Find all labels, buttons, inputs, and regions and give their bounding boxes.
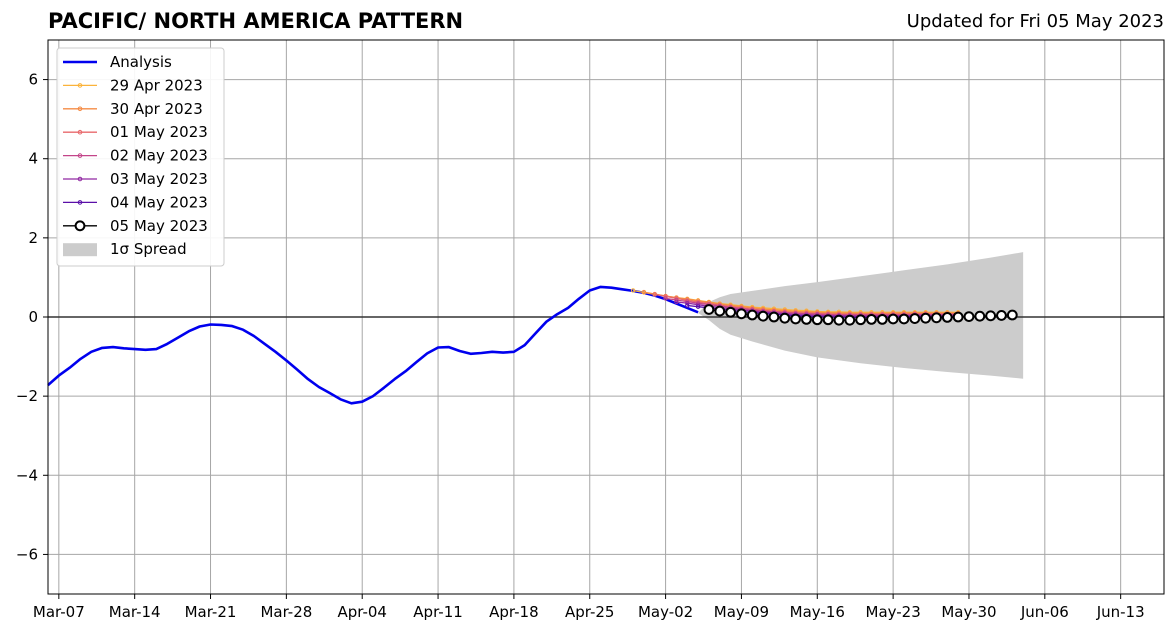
legend-label: 05 May 2023 [110,217,208,235]
y-tick-label: −2 [16,387,38,405]
data-point [931,312,942,324]
x-tick-label: Apr-18 [489,603,539,621]
data-point [746,309,758,321]
data-point [790,313,802,325]
y-tick-label: 2 [28,229,38,247]
data-point [779,312,791,324]
data-point [685,300,690,306]
data-point [725,306,737,318]
x-tick-label: Apr-11 [413,603,463,621]
legend-label: 02 May 2023 [110,147,208,165]
x-tick-label: May-16 [790,603,845,621]
data-point [833,314,845,326]
data-point [855,314,867,326]
x-tick-label: Apr-25 [565,603,615,621]
legend: Analysis 29 Apr 2023 30 Apr 2023 01 May 202… [56,47,225,267]
legend-swatch-spread [63,243,97,257]
x-tick-label: May-09 [714,603,769,621]
data-point [1006,309,1018,321]
legend-marker [77,129,83,135]
data-point [663,296,668,301]
data-point [963,311,975,323]
legend-label: 01 May 2023 [110,123,208,141]
series-layer [47,285,1018,405]
legend-box [56,47,225,267]
legend-label: 1σ Spread [110,240,187,258]
data-point [811,314,823,326]
data-point [674,297,679,303]
legend-marker [77,200,83,205]
x-tick-label: Mar-28 [260,603,312,621]
series-line-02-may-2023 [665,297,959,316]
legend-marker [77,153,83,158]
data-point [974,310,986,322]
chart-subtitle: Updated for Fri 05 May 2023 [906,11,1164,32]
series-analysis [47,285,699,405]
data-point [630,288,636,293]
legend-label: 03 May 2023 [110,170,208,188]
legend-marker [77,106,83,112]
x-tick-label: May-30 [941,603,996,621]
data-point [898,313,910,325]
data-point [714,305,726,317]
data-point [652,292,657,297]
data-point [985,310,997,322]
legend-marker [77,83,83,88]
data-point [768,311,780,323]
data-point [844,314,856,326]
y-axis: −6 −4 −2 0 2 4 6 [16,71,48,563]
data-point [641,289,647,295]
x-tick-label: May-02 [638,603,693,621]
data-point [757,310,769,322]
data-point [909,313,921,324]
data-point [801,313,812,325]
data-point [887,313,899,325]
series-05-may-2023 [703,304,1018,326]
data-point [736,308,747,320]
data-point [920,312,932,324]
legend-label: 29 Apr 2023 [110,76,203,94]
y-tick-label: 4 [28,150,38,168]
x-tick-label: Mar-14 [109,603,161,621]
data-point [822,314,834,326]
x-tick-label: Mar-07 [33,603,85,621]
legend-label: Analysis [110,53,172,71]
legend-label: 30 Apr 2023 [110,100,203,118]
legend-marker [74,220,86,232]
y-tick-label: −6 [16,545,38,563]
x-tick-label: Jun-06 [1020,603,1069,621]
x-tick-label: Mar-21 [185,603,237,621]
y-tick-label: 6 [28,71,38,89]
data-point [703,304,715,315]
data-point [663,294,668,299]
data-point [695,304,701,309]
data-point [941,311,953,323]
chart-title: PACIFIC/ NORTH AMERICA PATTERN [48,9,464,33]
data-point [674,299,679,305]
legend-marker [77,176,83,182]
y-tick-label: −4 [16,466,38,484]
data-point [866,313,877,325]
data-point [876,313,888,325]
data-point [952,311,964,323]
data-point [996,310,1007,321]
x-axis: Mar-07 Mar-14 Mar-21 Mar-28 Apr-04 Apr-11 Apr-… [33,594,1145,621]
y-tick-label: 0 [28,308,38,326]
legend-label: 04 May 2023 [110,193,208,211]
series-line-analysis [47,285,699,405]
x-tick-label: Jun-13 [1096,603,1145,621]
x-tick-label: Apr-04 [337,603,387,621]
x-tick-label: May-23 [866,603,921,621]
data-point [685,303,690,308]
